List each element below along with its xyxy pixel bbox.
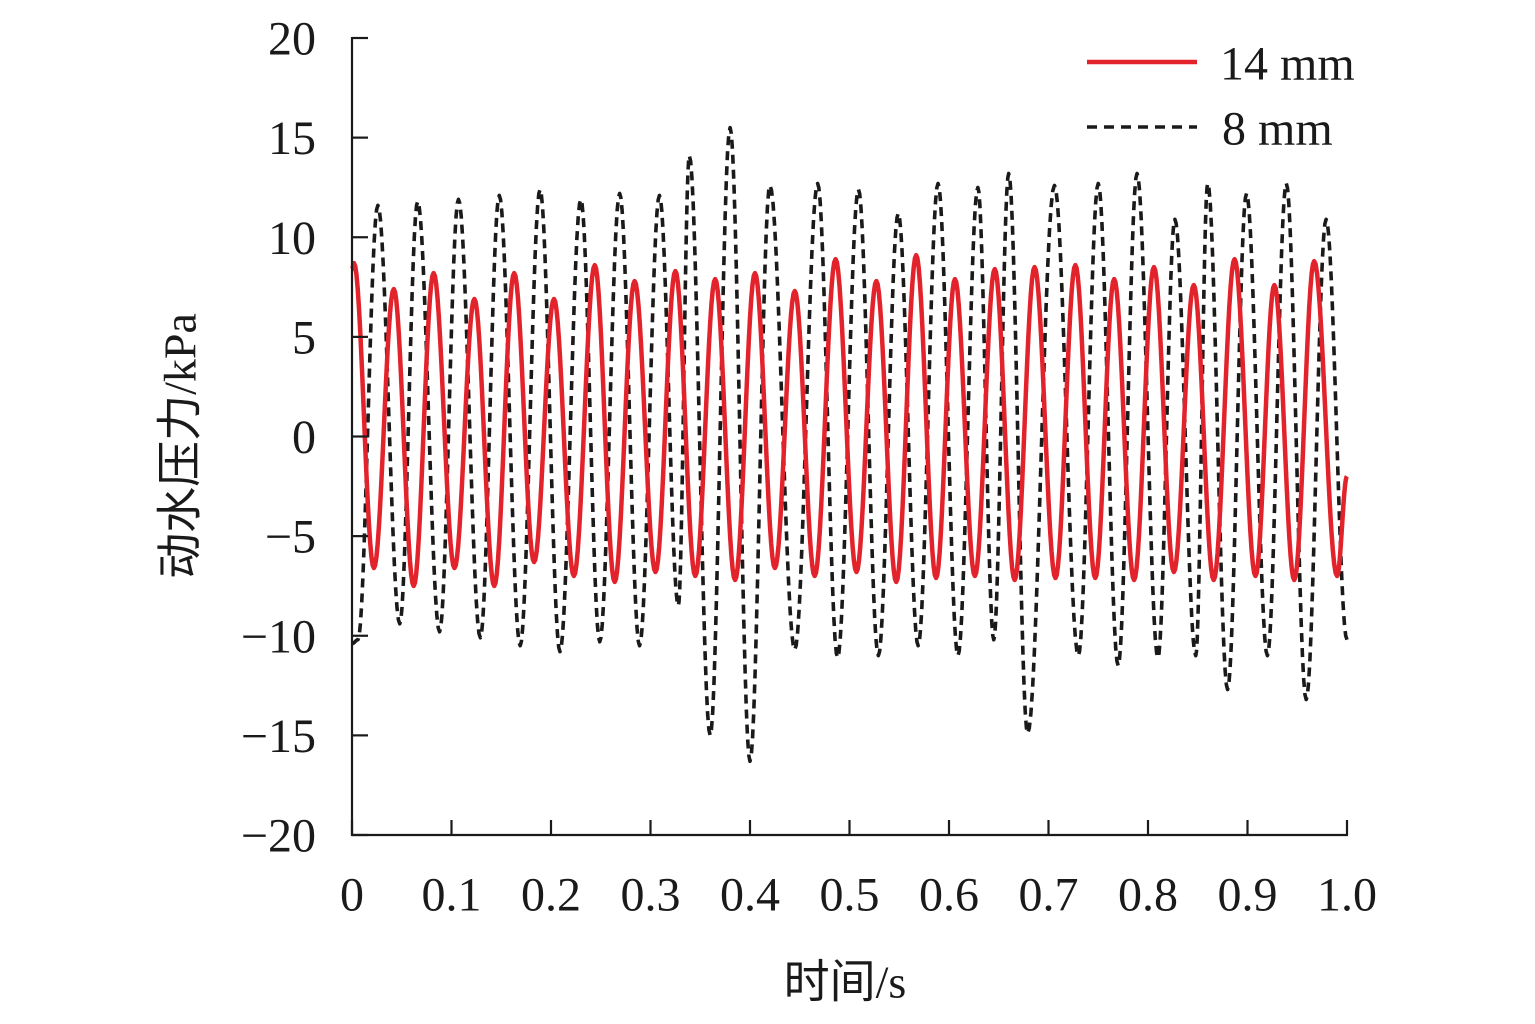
y-tick-label: 10	[268, 212, 316, 265]
x-tick-label: 0.1	[422, 869, 482, 922]
x-tick-label: 0.4	[720, 869, 780, 922]
x-tick-label: 0.6	[919, 869, 979, 922]
x-tick-label: 0.2	[521, 869, 581, 922]
legend-label-14mm: 14 mm	[1220, 38, 1355, 91]
y-tick-label: 15	[268, 112, 316, 165]
legend: 14 mm 8 mm	[1087, 38, 1355, 156]
x-axis-label: 时间/s	[784, 957, 907, 1008]
legend-label-8mm: 8 mm	[1222, 103, 1333, 156]
x-tick-label: 0.7	[1019, 869, 1079, 922]
x-tick-label: 0	[340, 869, 364, 922]
x-tick-label: 0.9	[1218, 869, 1278, 922]
x-tick-label: 0.8	[1118, 869, 1178, 922]
y-tick-label: 20	[268, 13, 316, 66]
y-tick-label: 0	[292, 411, 316, 464]
x-tick-label: 0.3	[621, 869, 681, 922]
x-tick-label: 1.0	[1317, 869, 1377, 922]
x-axis-ticks: 0 0.1 0.2 0.3 0.4 0.5 0.6 0.7 0.8 0.9 1.0	[340, 820, 1377, 922]
y-tick-label: 5	[292, 311, 316, 364]
y-tick-label: −20	[241, 810, 316, 863]
series-line-14mm	[349, 252, 1349, 589]
series-layer	[349, 125, 1349, 764]
y-axis-ticks: 20 15 10 5 0 −5 −10 −15 −20	[241, 13, 368, 863]
y-axis-label: 动水压力/kPa	[155, 313, 206, 579]
legend-entry-14mm: 14 mm	[1087, 38, 1355, 91]
axes	[350, 37, 1348, 837]
legend-entry-8mm: 8 mm	[1087, 103, 1333, 156]
y-tick-label: −5	[265, 511, 316, 564]
y-tick-label: −10	[241, 610, 316, 663]
x-tick-label: 0.5	[820, 869, 880, 922]
y-tick-label: −15	[241, 710, 316, 763]
